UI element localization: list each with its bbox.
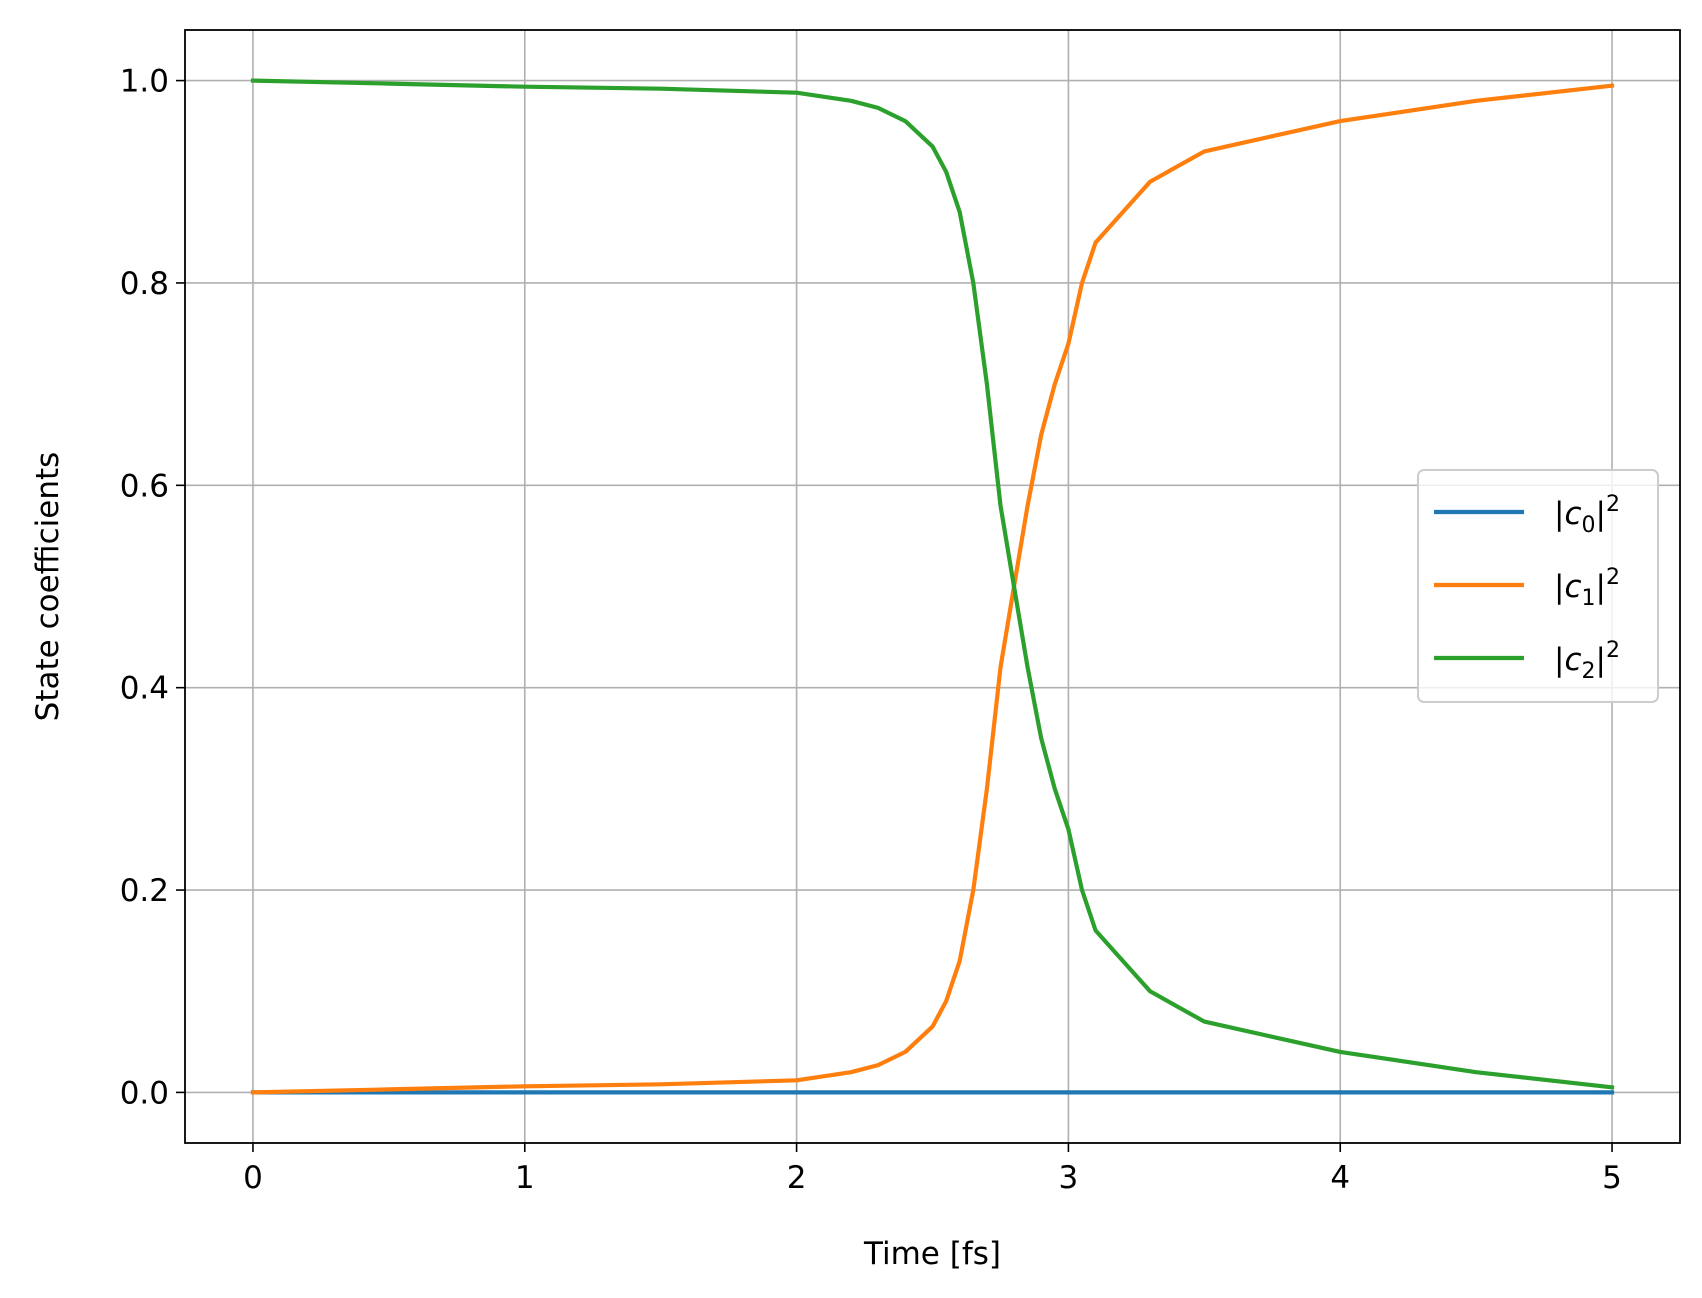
legend-base: c	[1564, 496, 1581, 532]
legend-superscript: 2	[1606, 565, 1620, 590]
y-axis-label: State coefficients	[30, 452, 66, 722]
legend-label: |c1|2	[1554, 565, 1620, 611]
legend-bar-close: |	[1596, 496, 1606, 532]
x-tick-label: 5	[1602, 1160, 1622, 1196]
legend-bar-open: |	[1554, 569, 1564, 605]
legend-base: c	[1564, 569, 1581, 605]
plot-frame	[184, 29, 1681, 1144]
y-tick-label: 0.0	[120, 1075, 169, 1111]
legend-box	[1417, 469, 1659, 703]
y-tick-label: 0.8	[120, 266, 169, 302]
plot-lines	[250, 78, 1615, 1095]
legend-base: c	[1564, 642, 1581, 678]
y-tick-label: 0.4	[120, 671, 169, 707]
x-tick-label: 0	[243, 1160, 263, 1196]
y-tick-label: 1.0	[120, 64, 169, 100]
legend-superscript: 2	[1606, 492, 1620, 517]
x-tick-label: 4	[1330, 1160, 1350, 1196]
legend-bar-open: |	[1554, 642, 1564, 678]
legend: |c0|2|c1|2|c2|2	[1417, 469, 1659, 703]
legend-bar-close: |	[1596, 569, 1606, 605]
ticks: 0 1 2 3 4 50.00.20.40.60.81.0	[120, 64, 1622, 1196]
x-tick-label: 2	[787, 1160, 807, 1196]
axes	[184, 29, 1681, 1144]
legend-label: |c0|2	[1554, 492, 1620, 538]
x-axis-label: Time [fs]	[863, 1236, 1001, 1272]
x-tick-label: 1	[515, 1160, 535, 1196]
series-line-c2	[250, 78, 1615, 1090]
x-tick-label: 3	[1059, 1160, 1079, 1196]
legend-label: |c2|2	[1554, 638, 1620, 684]
y-tick-label: 0.2	[120, 873, 169, 909]
legend-bar-close: |	[1596, 642, 1606, 678]
legend-subscript: 2	[1582, 659, 1596, 684]
legend-subscript: 0	[1582, 513, 1596, 538]
series-line-c1	[250, 83, 1615, 1095]
legend-superscript: 2	[1606, 638, 1620, 663]
legend-bar-open: |	[1554, 496, 1564, 532]
y-tick-label: 0.6	[120, 468, 169, 504]
legend-subscript: 1	[1582, 586, 1596, 611]
